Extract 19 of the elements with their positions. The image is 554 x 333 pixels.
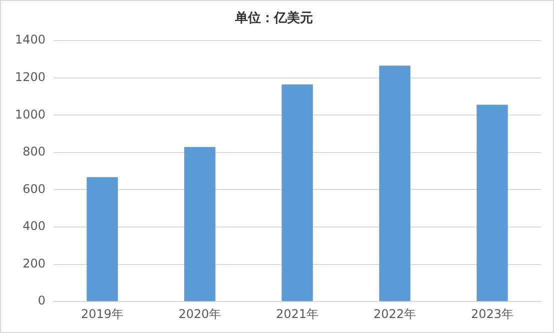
- y-tick-label: 800: [22, 144, 46, 159]
- chart-title: 单位：亿美元: [234, 10, 313, 26]
- bar: [379, 66, 410, 302]
- y-tick-label: 400: [22, 219, 46, 234]
- y-tick-label: 0: [38, 294, 46, 308]
- bar: [476, 104, 508, 302]
- x-tick-label: 2019年: [81, 306, 124, 321]
- x-tick-label: 2022年: [373, 306, 416, 321]
- bar: [282, 84, 313, 302]
- y-tick-label: 1200: [14, 70, 46, 84]
- y-tick-label: 600: [22, 182, 46, 196]
- y-tick-label: 1000: [14, 107, 46, 122]
- x-tick-label: 2023年: [470, 306, 514, 321]
- bar: [86, 177, 118, 302]
- y-tick-label: 1400: [14, 32, 46, 47]
- y-tick-label: 200: [22, 256, 46, 270]
- x-tick-label: 2021年: [276, 306, 319, 321]
- bar: [184, 147, 216, 302]
- x-tick-label: 2020年: [178, 306, 222, 321]
